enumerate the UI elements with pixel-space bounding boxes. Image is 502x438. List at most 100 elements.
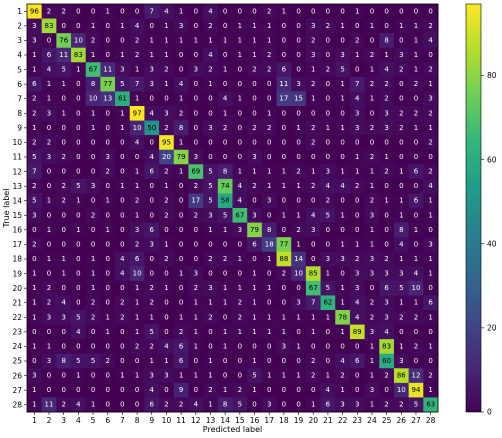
cell-value-label: 2 xyxy=(32,109,36,117)
cell-value-label: 2 xyxy=(150,342,154,350)
matrix-cell xyxy=(27,368,43,384)
matrix-cell xyxy=(408,222,424,238)
matrix-cell xyxy=(393,222,410,238)
cell-value-label: 1 xyxy=(223,109,227,117)
matrix-cell xyxy=(217,18,233,34)
cell-value-label: 0 xyxy=(238,240,242,248)
cell-value-label: 0 xyxy=(208,328,212,336)
matrix-cell xyxy=(144,353,160,369)
matrix-cell xyxy=(364,120,380,136)
y-tick-label: 6 xyxy=(17,80,22,89)
cell-value-label: 3 xyxy=(384,313,388,321)
matrix-cell xyxy=(349,178,366,194)
matrix-cell xyxy=(335,397,351,413)
cell-value-label: 0 xyxy=(194,51,198,59)
cell-value-label: 3 xyxy=(355,401,359,409)
matrix-cell xyxy=(115,149,131,165)
cell-value-label: 4 xyxy=(326,386,331,394)
matrix-cell xyxy=(129,339,145,355)
matrix-cell xyxy=(423,266,439,282)
matrix-cell xyxy=(41,76,57,92)
cell-value-label: 0 xyxy=(76,299,80,307)
cell-value-label: 3 xyxy=(150,372,154,380)
matrix-cell xyxy=(85,251,101,267)
cell-value-label: 4 xyxy=(208,51,213,59)
matrix-cell xyxy=(408,382,424,398)
cell-value-label: 1 xyxy=(164,22,168,30)
matrix-cell xyxy=(115,368,131,384)
matrix-cell xyxy=(423,353,439,369)
cell-value-label: 3 xyxy=(399,357,403,365)
cell-value-label: 2 xyxy=(208,66,212,74)
cell-value-label: 0 xyxy=(135,357,139,365)
matrix-cell xyxy=(408,237,424,253)
cell-value-label: 0 xyxy=(91,153,95,161)
cell-value-label: 1 xyxy=(340,80,344,88)
matrix-cell xyxy=(261,4,277,19)
matrix-cell xyxy=(41,135,57,151)
cell-value-label: 3 xyxy=(399,270,403,278)
matrix-cell xyxy=(291,76,307,92)
cell-value-label: 0 xyxy=(91,7,95,15)
matrix-cell xyxy=(56,310,72,325)
matrix-cell xyxy=(41,295,57,311)
matrix-cell xyxy=(408,33,424,49)
matrix-cell xyxy=(261,135,277,151)
matrix-cell xyxy=(115,266,131,282)
matrix-cell xyxy=(232,149,248,165)
matrix-cell xyxy=(144,280,160,296)
cell-value-label: 0 xyxy=(76,211,80,219)
x-tick-label: 15 xyxy=(235,416,245,425)
cell-value-label: 0 xyxy=(208,270,212,278)
matrix-cell xyxy=(305,222,321,238)
matrix-cell xyxy=(100,4,116,19)
matrix-cell xyxy=(173,222,189,238)
matrix-cell xyxy=(364,106,380,121)
cell-value-label: 1 xyxy=(32,386,36,394)
cell-value-label: 0 xyxy=(76,284,80,292)
cell-value-label: 0 xyxy=(311,197,315,205)
cell-value-label: 0 xyxy=(61,124,65,132)
cell-value-label: 0 xyxy=(399,328,403,336)
matrix-cell xyxy=(100,76,116,92)
cell-value-label: 5 xyxy=(61,66,65,74)
matrix-cell xyxy=(408,47,424,63)
cell-value-label: 3 xyxy=(428,95,432,103)
cell-value-label: 5 xyxy=(238,401,242,409)
matrix-cell xyxy=(85,149,101,165)
cell-value-label: 0 xyxy=(428,7,432,15)
cell-value-label: 0 xyxy=(150,197,154,205)
cell-value-label: 1 xyxy=(105,313,109,321)
cell-value-label: 0 xyxy=(105,342,109,350)
matrix-cell xyxy=(423,324,439,340)
cell-value-label: 0 xyxy=(61,284,65,292)
cell-value-label: 0 xyxy=(164,299,168,307)
cell-value-label: 0 xyxy=(76,7,80,15)
matrix-cell xyxy=(188,178,204,194)
matrix-cell xyxy=(232,120,248,136)
cell-value-label: 2 xyxy=(105,168,109,176)
matrix-cell xyxy=(41,310,57,325)
cell-value-label: 0 xyxy=(76,240,80,248)
matrix-cell xyxy=(188,310,204,325)
cell-value-label: 1 xyxy=(252,270,256,278)
matrix-cell xyxy=(71,382,87,398)
matrix-cell xyxy=(217,208,233,223)
matrix-cell xyxy=(320,62,336,78)
cell-value-label: 0 xyxy=(355,226,359,234)
cell-value-label: 6 xyxy=(150,226,155,234)
matrix-cell xyxy=(349,76,366,92)
matrix-cell xyxy=(261,382,277,398)
cell-value-label: 0 xyxy=(120,168,124,176)
cell-value-label: 0 xyxy=(120,240,124,248)
cell-value-label: 2 xyxy=(179,401,183,409)
matrix-cell xyxy=(423,339,439,355)
cell-value-label: 1 xyxy=(223,299,227,307)
cell-value-label: 3 xyxy=(311,51,315,59)
matrix-cell xyxy=(320,339,336,355)
cell-value-label: 1 xyxy=(32,401,36,409)
matrix-cell xyxy=(320,237,336,253)
matrix-cell xyxy=(379,193,395,209)
cell-value-label: 0 xyxy=(238,138,242,146)
matrix-cell xyxy=(100,251,116,267)
